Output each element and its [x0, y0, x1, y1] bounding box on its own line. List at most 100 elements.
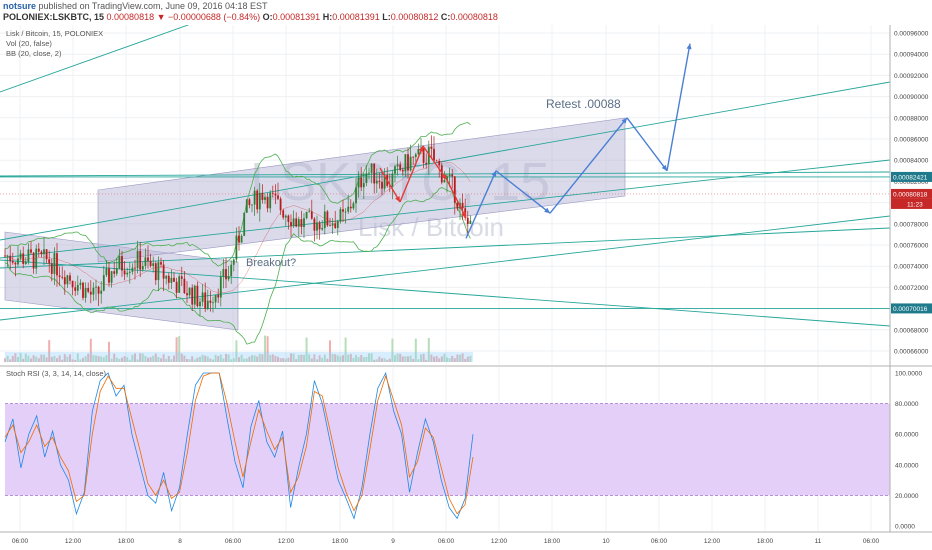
candle-body — [448, 174, 451, 177]
volume-bar — [131, 354, 134, 362]
price-tick-label: 0.00066000 — [894, 349, 929, 356]
volume-bar — [92, 355, 95, 362]
candle-body — [160, 262, 162, 265]
price-label-bg — [891, 303, 932, 314]
candle-body — [295, 218, 298, 227]
candle-body — [352, 203, 355, 209]
volume-bar — [344, 337, 347, 362]
candle-body — [394, 166, 396, 174]
price-axis[interactable]: 0.00096000 0.00094000 0.00092000 0.00090000… — [891, 31, 932, 356]
volume-bar — [245, 358, 248, 362]
last-price: 0.00080818 — [106, 12, 155, 22]
candle-body — [188, 287, 191, 296]
stoch-legend[interactable]: Stoch RSI (3, 3, 14, 14, close) — [6, 369, 107, 378]
volume-bar — [409, 355, 412, 362]
price-label-bg — [891, 171, 932, 182]
projection-arrowhead — [491, 170, 497, 177]
candle-body — [56, 253, 58, 276]
volume-bar — [139, 353, 142, 362]
close-value: 0.00080818 — [450, 12, 498, 22]
time-axis[interactable]: 06:00 12:00 18:00 8 06:00 12:00 18:00 9 06:00 12:… — [12, 538, 880, 545]
price-tick-label: 0.00094000 — [894, 52, 929, 59]
volume-bar — [368, 353, 370, 362]
candle-body — [368, 172, 370, 174]
volume-bar — [422, 353, 425, 362]
volume-bar — [178, 336, 181, 362]
candle-body — [378, 180, 381, 182]
price-tick-label: 0.00076000 — [894, 243, 929, 250]
candle-body — [131, 267, 134, 272]
rsi-axis[interactable]: 100.0000 80.0000 60.0000 40.0000 20.0000 0.00… — [895, 371, 922, 531]
retest-annotation[interactable]: Retest .00088 — [546, 97, 621, 111]
volume-bar — [35, 356, 38, 362]
candle-body — [271, 192, 274, 194]
time-tick-label: 06:00 — [863, 538, 880, 545]
volume-bar — [56, 358, 58, 362]
volume-bar — [414, 338, 417, 362]
candle-body — [274, 193, 277, 196]
volume-bar — [40, 354, 43, 362]
volume-bar — [84, 356, 87, 362]
vol-legend[interactable]: Vol (20, false) — [6, 39, 52, 48]
candle-body — [191, 287, 194, 305]
volume-bar — [22, 358, 25, 362]
volume-bar — [170, 359, 173, 362]
candle-body — [141, 266, 144, 270]
candle-body — [87, 287, 90, 292]
candle-body — [248, 199, 251, 206]
volume-bar — [204, 355, 207, 362]
candle-body — [373, 163, 376, 184]
volume-bar — [45, 357, 48, 362]
projection-arrowhead — [686, 43, 692, 50]
volume-bar — [43, 354, 45, 362]
candle-body — [277, 195, 279, 199]
candle-body — [362, 183, 365, 188]
candle-body — [201, 292, 204, 302]
candle-body — [357, 177, 360, 188]
volume-bar — [342, 355, 344, 362]
candle-body — [11, 261, 14, 263]
main-plot: LSKBTC, 15 Lisk / Bitcoin Retest .00088 … — [0, 25, 890, 362]
volume-bar — [30, 358, 32, 362]
candle-body — [79, 282, 82, 285]
volume-bar — [303, 354, 305, 362]
volume-bar — [147, 357, 149, 362]
red-path-segment — [422, 145, 448, 181]
volume-bar — [438, 358, 441, 362]
candle-body — [9, 255, 12, 262]
volume-bar — [427, 337, 430, 362]
projection-segment — [465, 170, 497, 239]
price-tick-label: 0.00068000 — [894, 327, 929, 334]
rsi-tick-label: 20.0000 — [895, 493, 919, 500]
chart-title[interactable]: Lisk / Bitcoin, 15, POLONIEX — [6, 29, 103, 38]
candle-body — [243, 212, 246, 236]
candle-body — [196, 285, 199, 307]
volume-bar — [378, 356, 381, 362]
time-tick-label: 18:00 — [757, 538, 774, 545]
candle-body — [310, 211, 313, 219]
volume-bar — [4, 358, 6, 362]
candle-body — [167, 275, 170, 283]
author-name[interactable]: notsure — [3, 1, 37, 11]
breakout-annotation[interactable]: Breakout? — [246, 257, 296, 269]
bb-legend[interactable]: BB (20, close, 2) — [6, 49, 62, 58]
candle-body — [344, 211, 347, 213]
candle-body — [32, 252, 35, 269]
volume-bar — [399, 353, 402, 362]
volume-bar — [48, 340, 51, 362]
volume-bar — [339, 356, 342, 362]
candle-body — [186, 293, 188, 296]
candle-body — [404, 154, 407, 172]
candle-body — [30, 249, 32, 253]
trendline — [0, 159, 890, 259]
candle-body — [227, 275, 230, 280]
volume-bar — [201, 354, 204, 362]
volume-bar — [32, 355, 35, 362]
volume-bar — [235, 340, 238, 362]
candle-body — [43, 249, 45, 255]
candle-body — [297, 219, 300, 227]
volume-bar — [290, 353, 292, 362]
volume-bar — [375, 359, 378, 362]
volume-bar — [162, 354, 165, 362]
